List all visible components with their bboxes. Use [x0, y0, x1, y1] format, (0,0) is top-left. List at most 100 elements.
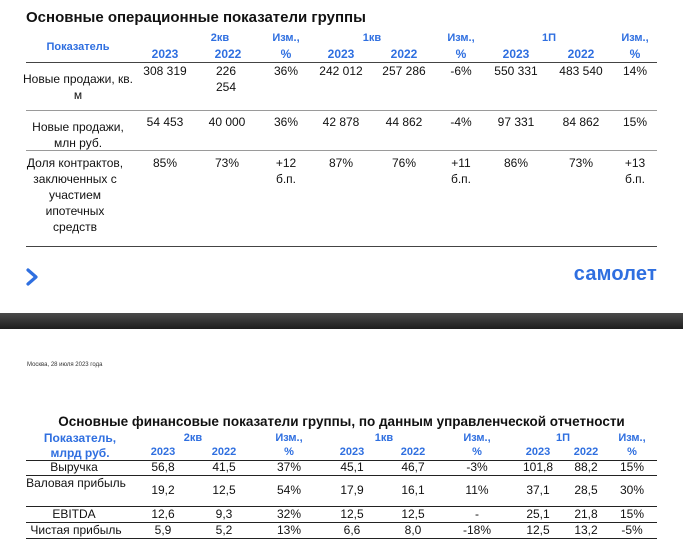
change-header: Изм., [621, 32, 649, 44]
year-header: 2023 [150, 446, 176, 458]
change-header-pct: % [629, 47, 641, 61]
table-cell: 86% [503, 156, 529, 170]
table-cell: 84 862 [562, 115, 600, 129]
table-cell: 40 000 [208, 115, 246, 129]
table-cell: +11 б.п. [450, 156, 472, 186]
year-header: 2022 [211, 446, 237, 458]
table-cell: 21,8 [574, 507, 598, 521]
table-cell: 42 878 [322, 115, 360, 129]
table-cell: +12 б.п. [275, 156, 297, 186]
table-cell: 15% [622, 115, 648, 129]
table-cell: 13,2 [574, 523, 598, 537]
operational-title: Основные операционные показатели группы [26, 9, 366, 26]
table-cell: -6% [450, 64, 472, 78]
change-header-pct: % [455, 47, 467, 61]
year-header: 2023 [151, 47, 179, 61]
indicator-header: Показатель [46, 41, 110, 53]
table-cell: 5,2 [215, 523, 233, 537]
table-cell: 56,8 [151, 460, 175, 474]
table-cell: 28,5 [574, 483, 598, 497]
table-cell: 13% [276, 523, 302, 537]
financial-page: Москва, 28 июля 2023 года Основные финан… [0, 329, 683, 556]
table-cell: 9,3 [215, 507, 233, 521]
table-cell: -3% [466, 460, 488, 474]
table-cell: -5% [621, 523, 643, 537]
brand-logo: самолет [573, 263, 657, 285]
table-cell: 32% [276, 507, 302, 521]
table-cell: 54% [276, 483, 302, 497]
table-cell: 550 331 [494, 64, 538, 78]
table-cell: -4% [450, 115, 472, 129]
table-cell: 54 453 [146, 115, 184, 129]
period-header-q1: 1кв [362, 32, 382, 44]
row-label: Чистая прибыль [30, 523, 122, 537]
period-header-h1: 1П [555, 432, 571, 444]
dateline: Москва, 28 июля 2023 года [27, 362, 103, 368]
table-cell: 6,6 [343, 523, 361, 537]
year-header: 2022 [573, 446, 599, 458]
table-cell: 41,5 [212, 460, 236, 474]
table-cell: - [475, 507, 479, 521]
table-cell: 11% [465, 483, 489, 497]
year-header: 2022 [214, 47, 242, 61]
table-cell: 17,9 [340, 483, 364, 497]
table-cell: 12,6 [151, 507, 175, 521]
row-label: Валовая прибыль [26, 476, 126, 490]
table-cell: -18% [462, 523, 491, 537]
table-cell: 12,5 [526, 523, 550, 537]
page-separator [0, 313, 683, 329]
table-cell: 14% [622, 64, 648, 78]
year-header: 2022 [400, 446, 426, 458]
table-cell: 12,5 [212, 483, 236, 497]
operational-slide: Основные операционные показатели группы … [23, 9, 657, 286]
row-label: Новые продажи, кв. м [23, 72, 133, 102]
period-header-q2: 2кв [183, 432, 203, 444]
year-header: 2022 [567, 47, 595, 61]
table-cell: 36% [273, 115, 299, 129]
change-header: Изм., [447, 32, 475, 44]
chevron-right-icon[interactable] [25, 268, 39, 286]
period-header-h1: 1П [541, 32, 557, 44]
table-cell: 36% [273, 64, 299, 78]
row-label: EBITDA [52, 507, 96, 521]
table-cell: 88,2 [574, 460, 598, 474]
table-cell: 73% [568, 156, 594, 170]
table-cell: 226 254 [215, 64, 237, 94]
table-cell: 242 012 [319, 64, 363, 78]
change-header-pct: % [627, 446, 637, 458]
row-label: Выручка [50, 460, 98, 474]
period-header-q2: 2кв [210, 32, 230, 44]
year-header: 2023 [327, 47, 355, 61]
change-header: Изм., [275, 432, 303, 444]
year-header: 2023 [339, 446, 365, 458]
table-cell: 308 319 [143, 64, 187, 78]
table-cell: 76% [391, 156, 417, 170]
table-cell: 15% [619, 460, 645, 474]
table-cell: 45,1 [340, 460, 364, 474]
table-cell: 5,9 [154, 523, 172, 537]
table-cell: +13 б.п. [624, 156, 646, 186]
table-cell: 257 286 [382, 64, 426, 78]
table-cell: 37,1 [526, 483, 550, 497]
change-header: Изм., [463, 432, 491, 444]
table-cell: 483 540 [559, 64, 603, 78]
table-cell: 30% [619, 483, 645, 497]
table-cell: 85% [152, 156, 178, 170]
table-cell: 101,8 [522, 460, 554, 474]
table-cell: 25,1 [526, 507, 550, 521]
table-cell: 46,7 [401, 460, 425, 474]
year-header: 2023 [502, 47, 530, 61]
table-cell: 97 331 [497, 115, 535, 129]
table-cell: 73% [214, 156, 240, 170]
table-cell: 12,5 [401, 507, 425, 521]
year-header: 2023 [525, 446, 551, 458]
table-cell: 8,0 [404, 523, 422, 537]
period-header-q1: 1кв [374, 432, 394, 444]
change-header-pct: % [280, 47, 292, 61]
change-header-pct: % [472, 446, 482, 458]
change-header-pct: % [284, 446, 294, 458]
table-cell: 16,1 [401, 483, 425, 497]
year-header: 2022 [390, 47, 418, 61]
financial-title: Основные финансовые показатели группы, п… [58, 414, 625, 429]
table-cell: 87% [328, 156, 354, 170]
